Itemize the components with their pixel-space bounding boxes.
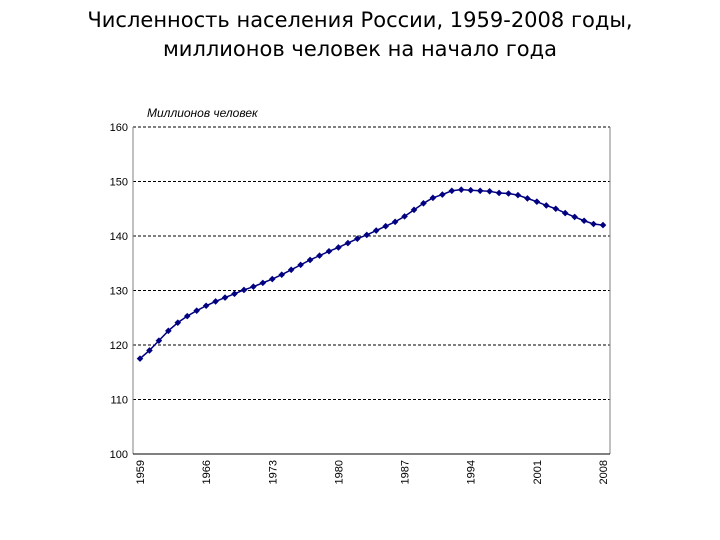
data-point-1970 xyxy=(240,286,248,294)
data-point-1973 xyxy=(268,275,276,283)
data-point-1987 xyxy=(401,213,408,220)
x-tick-label-1959: 1959 xyxy=(135,460,147,484)
data-point-1989 xyxy=(420,200,427,207)
data-point-1996 xyxy=(486,188,493,195)
data-point-1990 xyxy=(429,194,437,202)
data-point-1971 xyxy=(250,283,257,290)
data-point-1984 xyxy=(372,227,380,234)
y-axis-unit-label: Миллионов человек xyxy=(147,106,259,120)
data-point-1991 xyxy=(439,191,446,198)
axis-layer xyxy=(132,127,611,455)
data-point-1995 xyxy=(476,187,484,195)
data-point-1982 xyxy=(354,235,361,243)
data-point-2007 xyxy=(590,220,597,228)
data-point-2006 xyxy=(580,217,588,225)
data-point-2005 xyxy=(571,213,578,221)
label-layer: 160 150 140 130 120 110 100 1959 1966 1973 1980 198… xyxy=(110,106,610,484)
x-tick-label-1987: 1987 xyxy=(400,460,412,484)
y-tick-label-100: 100 xyxy=(110,449,128,461)
data-point-1999 xyxy=(514,191,522,199)
data-point-1961 xyxy=(155,337,163,344)
data-point-1966 xyxy=(202,302,210,310)
data-point-1985 xyxy=(382,222,389,230)
data-point-1993 xyxy=(457,186,465,193)
data-point-1988 xyxy=(410,206,418,214)
data-point-1960 xyxy=(146,347,153,354)
x-tick-label-2008: 2008 xyxy=(598,460,610,484)
data-point-1994 xyxy=(467,186,475,194)
x-tick-label-1980: 1980 xyxy=(333,460,345,484)
data-point-1969 xyxy=(231,290,238,298)
data-point-1983 xyxy=(363,231,371,239)
data-point-1986 xyxy=(391,218,399,226)
y-tick-label-140: 140 xyxy=(110,231,128,243)
x-tick-label-1966: 1966 xyxy=(201,460,213,484)
data-point-1967 xyxy=(212,298,219,305)
data-point-1981 xyxy=(344,239,352,247)
data-point-1979 xyxy=(325,247,333,255)
y-tick-label-110: 110 xyxy=(110,395,128,407)
x-tick-label-1994: 1994 xyxy=(466,460,478,484)
y-tick-label-120: 120 xyxy=(110,340,128,352)
series-layer xyxy=(136,186,607,362)
data-point-1965 xyxy=(193,307,200,314)
data-point-2002 xyxy=(543,202,550,209)
data-point-1959 xyxy=(136,355,144,362)
data-point-1963 xyxy=(174,319,182,326)
data-point-2001 xyxy=(533,198,541,205)
data-point-1968 xyxy=(221,294,229,301)
data-point-1972 xyxy=(259,279,267,287)
data-point-1962 xyxy=(165,327,172,335)
data-point-1977 xyxy=(306,256,314,264)
data-point-1998 xyxy=(505,190,512,197)
y-tick-label-150: 150 xyxy=(110,177,128,189)
data-point-2004 xyxy=(561,209,569,217)
data-point-1992 xyxy=(448,187,456,195)
data-point-1974 xyxy=(278,271,286,278)
chart-title-line-1: Численность населения России, 1959-2008 … xyxy=(87,8,633,32)
data-point-1964 xyxy=(183,312,191,320)
grid-layer xyxy=(133,126,610,400)
x-tick-label-2001: 2001 xyxy=(532,460,544,484)
population-series-line xyxy=(139,188,604,360)
data-point-1978 xyxy=(316,252,323,259)
data-point-1976 xyxy=(297,261,304,269)
chart-title-line-2: миллионов человек на начало года xyxy=(162,37,558,61)
y-tick-label-160: 160 xyxy=(110,122,128,134)
x-tick-label-1973: 1973 xyxy=(267,460,279,484)
chart-title: Численность населения России, 1959-2008 … xyxy=(0,6,720,64)
data-point-2008 xyxy=(599,221,607,229)
y-tick-label-130: 130 xyxy=(110,286,128,298)
data-point-2003 xyxy=(552,205,560,213)
data-point-2000 xyxy=(524,195,531,202)
data-point-1997 xyxy=(495,189,503,197)
data-point-1975 xyxy=(287,266,295,274)
data-point-1980 xyxy=(335,244,342,251)
